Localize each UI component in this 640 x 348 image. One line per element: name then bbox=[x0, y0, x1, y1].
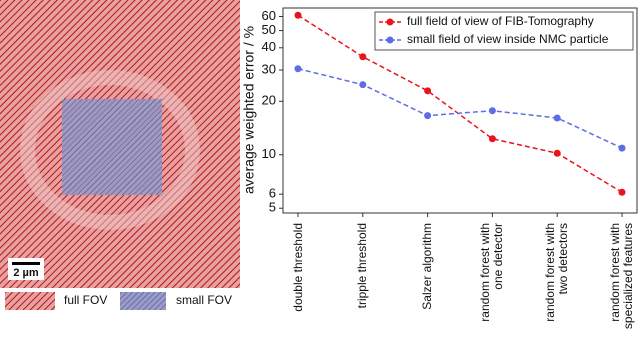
x-tick-label: random forest with specialized features bbox=[608, 223, 635, 330]
legend-marker bbox=[386, 36, 394, 44]
point bbox=[488, 135, 496, 143]
point bbox=[424, 112, 432, 120]
y-tick-label: 30 bbox=[262, 61, 276, 76]
legend-swatch bbox=[120, 292, 166, 310]
point bbox=[294, 11, 302, 19]
x-tick-label: tripple threshold bbox=[355, 223, 370, 309]
image-legend-label: small FOV bbox=[176, 293, 232, 307]
x-tick-label: random forest with two detectors bbox=[543, 223, 571, 322]
point bbox=[553, 149, 561, 157]
image-legend-label: full FOV bbox=[64, 293, 107, 307]
legend-box bbox=[374, 11, 634, 51]
point bbox=[618, 144, 626, 152]
micrograph: 2 µm bbox=[0, 0, 240, 288]
legend-label: full field of view of FIB-Tomography bbox=[407, 14, 594, 28]
y-tick-label: 40 bbox=[262, 39, 276, 54]
scale-bar-label: 2 µm bbox=[13, 267, 39, 279]
y-axis-title: average weighted error / % bbox=[241, 26, 257, 194]
y-tick-label: 5 bbox=[269, 200, 276, 215]
y-tick-label: 20 bbox=[262, 93, 276, 108]
x-tick-label: random forest with one detector bbox=[478, 223, 506, 322]
legend-label: small field of view inside NMC particle bbox=[407, 32, 609, 46]
small-fov-region bbox=[62, 99, 162, 195]
point bbox=[618, 188, 626, 196]
point bbox=[553, 114, 561, 122]
legend-swatch bbox=[5, 292, 55, 310]
series-line bbox=[297, 14, 623, 193]
point bbox=[359, 53, 367, 61]
series-line bbox=[297, 67, 623, 149]
point bbox=[488, 107, 496, 115]
y-tick-label: 60 bbox=[262, 8, 276, 23]
y-tick-label: 6 bbox=[269, 186, 276, 201]
point bbox=[294, 65, 302, 73]
plot-frame bbox=[282, 7, 638, 214]
legend-marker bbox=[386, 18, 394, 26]
point bbox=[359, 81, 367, 89]
x-tick-label: Salzer algorithm bbox=[420, 223, 435, 310]
y-tick-label: 10 bbox=[262, 146, 276, 161]
y-tick-label: 50 bbox=[262, 22, 276, 37]
point bbox=[424, 87, 432, 95]
x-tick-label: double threshold bbox=[290, 223, 305, 312]
